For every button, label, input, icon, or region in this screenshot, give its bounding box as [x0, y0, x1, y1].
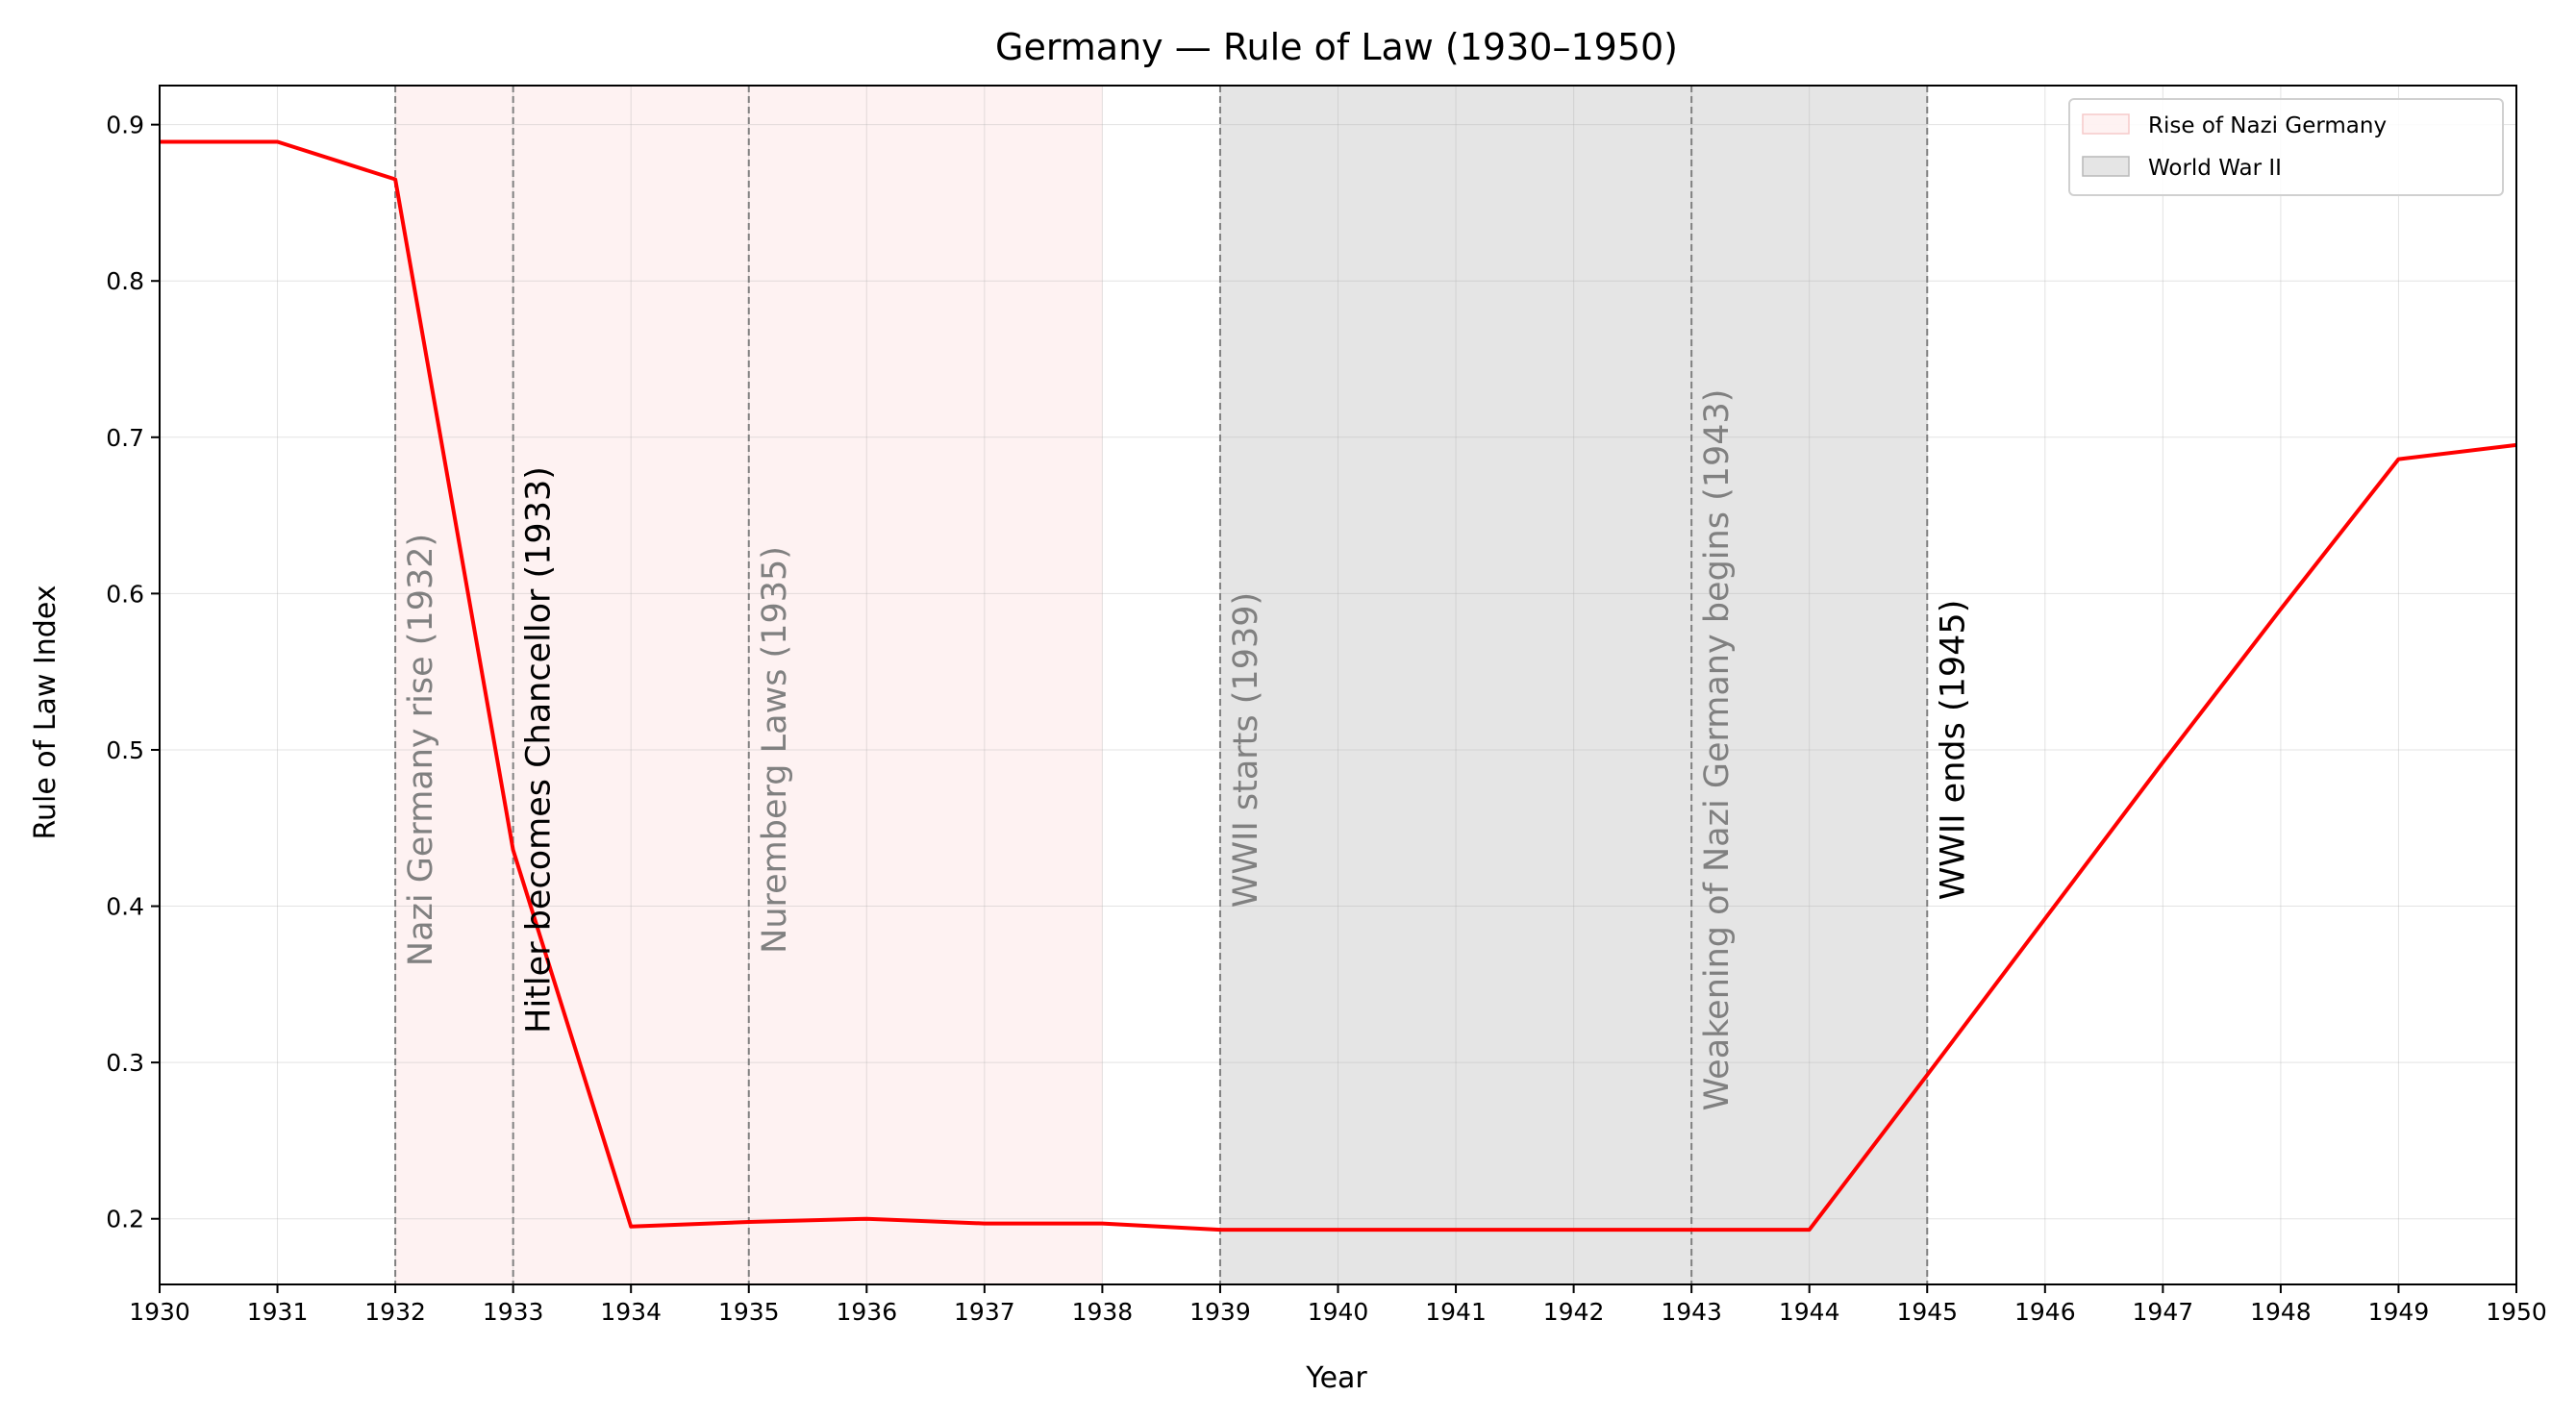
y-tick-label-6: 0.8: [106, 267, 144, 295]
event-label-1933: Hitler becomes Chancellor (1933): [520, 466, 559, 1034]
event-label-1945: WWII ends (1945): [1934, 600, 1972, 901]
y-tick-label-2: 0.4: [106, 893, 144, 921]
x-tick-label-1933: 1933: [483, 1298, 544, 1326]
x-tick-label-1931: 1931: [247, 1298, 309, 1326]
y-tick-label-7: 0.9: [106, 112, 144, 139]
event-label-1935: Nuremberg Laws (1935): [756, 546, 794, 954]
y-tick-label-3: 0.5: [106, 736, 144, 764]
x-tick-label-1949: 1949: [2368, 1298, 2430, 1326]
x-tick-label-1930: 1930: [129, 1298, 190, 1326]
x-tick-label-1940: 1940: [1308, 1298, 1369, 1326]
y-tick-label-5: 0.7: [106, 424, 144, 452]
x-tick-label-1943: 1943: [1661, 1298, 1722, 1326]
event-lines: [394, 86, 1929, 1284]
legend-label-rise-of-nazi-germany: Rise of Nazi Germany: [2148, 113, 2387, 138]
series-lines: [160, 139, 2517, 1233]
legend-swatch-world-war-ii: [2082, 156, 2130, 177]
x-axis-label: Year: [1305, 1361, 1367, 1395]
x-axis-ticks: 1930 1931 1932 1933 1934 1935 1936 1937 1938 1939…: [129, 1284, 2547, 1326]
x-tick-label-1948: 1948: [2250, 1298, 2312, 1326]
x-tick-label-1941: 1941: [1425, 1298, 1487, 1326]
x-tick-label-1937: 1937: [954, 1298, 1015, 1326]
y-tick-label-4: 0.6: [106, 580, 144, 608]
y-axis-ticks: 0.2 0.3 0.4 0.5 0.6 0.7 0.8 0.9: [106, 112, 160, 1233]
x-tick-label-1936: 1936: [836, 1298, 897, 1326]
shaded-spans: [395, 86, 1928, 1284]
x-tick-label-1935: 1935: [718, 1298, 780, 1326]
legend-swatch-rise-of-nazi-germany: [2082, 113, 2130, 135]
x-tick-label-1942: 1942: [1543, 1298, 1605, 1326]
y-axis-label: Rule of Law Index: [29, 585, 63, 839]
x-tick-label-1944: 1944: [1779, 1298, 1840, 1326]
legend-label-world-war-ii: World War II: [2148, 156, 2282, 181]
y-tick-label-0: 0.2: [106, 1206, 144, 1233]
y-tick-label-1: 0.3: [106, 1049, 144, 1077]
event-label-1939: WWII starts (1939): [1227, 592, 1265, 908]
series-line-0: [160, 139, 2517, 1233]
span-world-war-ii: [1219, 86, 1928, 1284]
x-tick-label-1934: 1934: [600, 1298, 662, 1326]
event-label-1943: Weakening of Nazi Germany begins (1943): [1698, 389, 1737, 1111]
x-tick-label-1950: 1950: [2486, 1298, 2547, 1326]
x-tick-label-1932: 1932: [364, 1298, 426, 1326]
x-tick-label-1939: 1939: [1189, 1298, 1251, 1326]
x-tick-label-1938: 1938: [1072, 1298, 1134, 1326]
chart-title: Germany — Rule of Law (1930–1950): [995, 26, 1678, 68]
legend: Rise of Nazi Germany World War II: [2068, 98, 2504, 196]
legend-frame: [2068, 98, 2504, 196]
x-tick-label-1947: 1947: [2133, 1298, 2194, 1326]
x-tick-label-1946: 1946: [2014, 1298, 2076, 1326]
event-label-1932: Nazi Germany rise (1932): [402, 534, 440, 966]
x-tick-label-1945: 1945: [1896, 1298, 1958, 1326]
event-labels: Nazi Germany rise (1932) Hitler becomes C…: [402, 389, 1972, 1111]
